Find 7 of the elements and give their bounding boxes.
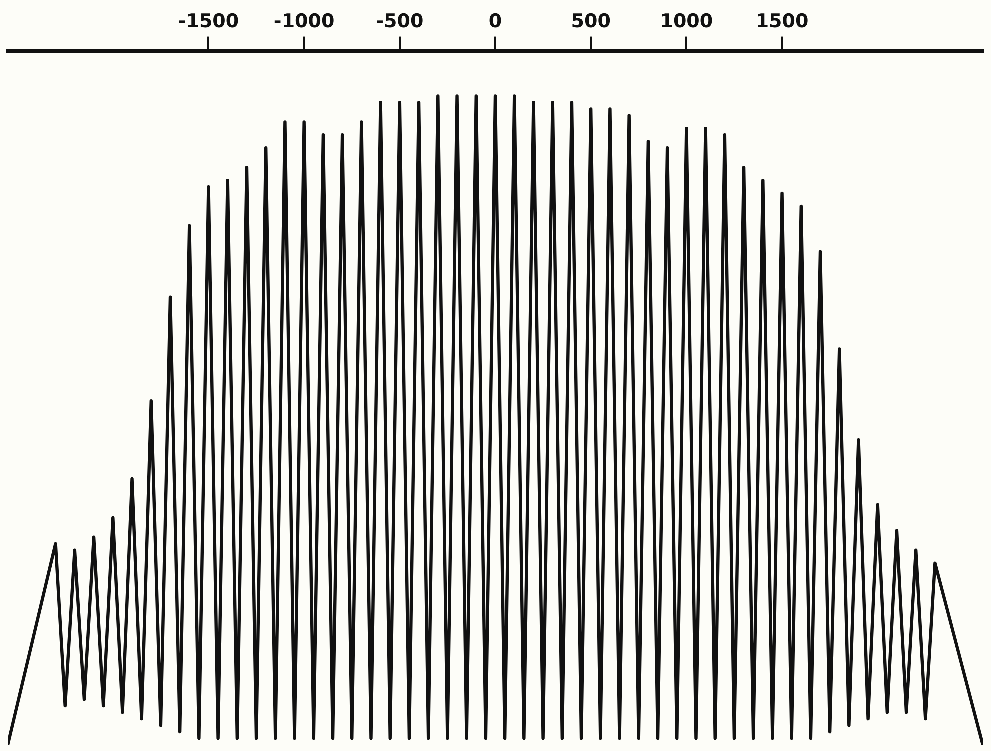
x-tick-label: 1000	[660, 10, 714, 32]
x-tick-label: 500	[571, 10, 611, 32]
x-tick-label: -1500	[178, 10, 240, 32]
x-tick-label: -500	[376, 10, 424, 32]
x-tick-label: 1500	[756, 10, 809, 32]
x-tick-label: 0	[488, 10, 502, 32]
x-tick-label: -1000	[274, 10, 335, 32]
